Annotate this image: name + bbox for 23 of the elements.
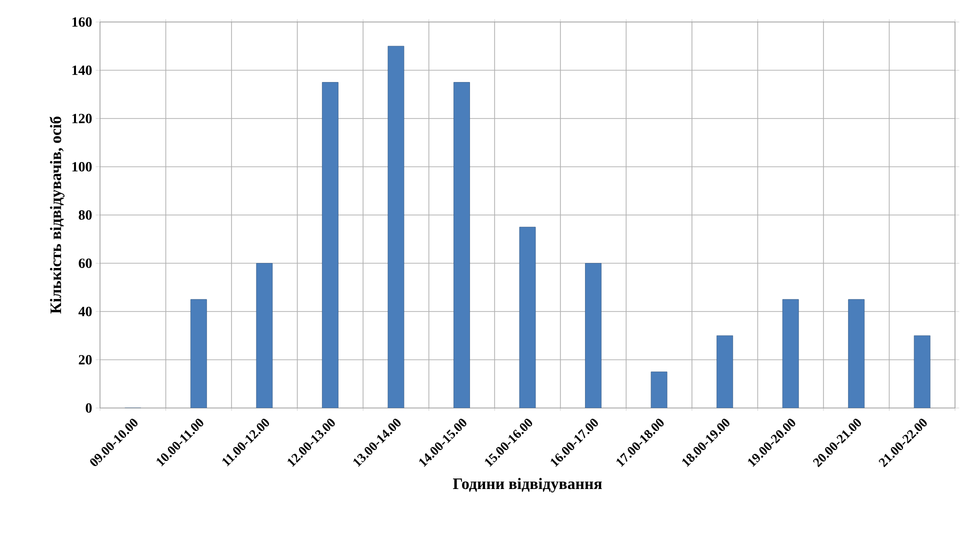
y-tick-label: 80	[78, 210, 92, 220]
x-axis-title: Години відвідування	[452, 478, 602, 492]
y-tick-label: 140	[72, 66, 92, 75]
bar	[650, 372, 668, 408]
y-tick-label: 60	[78, 258, 92, 268]
bar	[519, 226, 536, 408]
bar	[388, 46, 404, 408]
bar	[454, 82, 470, 408]
bar	[848, 299, 865, 408]
y-tick-label: 160	[72, 17, 92, 27]
y-tick-label: 0	[86, 403, 92, 413]
bar	[716, 335, 734, 408]
y-tick-label: 100	[72, 162, 92, 172]
bar	[782, 299, 799, 408]
bar	[585, 263, 602, 408]
y-axis-title: Кількість відвідувачів, осіб	[50, 116, 64, 314]
y-tick-label: 40	[78, 306, 92, 316]
bar	[190, 299, 207, 408]
y-tick-label: 20	[78, 355, 92, 364]
bar	[322, 82, 338, 408]
y-tick-label: 120	[72, 114, 92, 124]
bar	[256, 263, 273, 408]
bar	[914, 335, 930, 408]
